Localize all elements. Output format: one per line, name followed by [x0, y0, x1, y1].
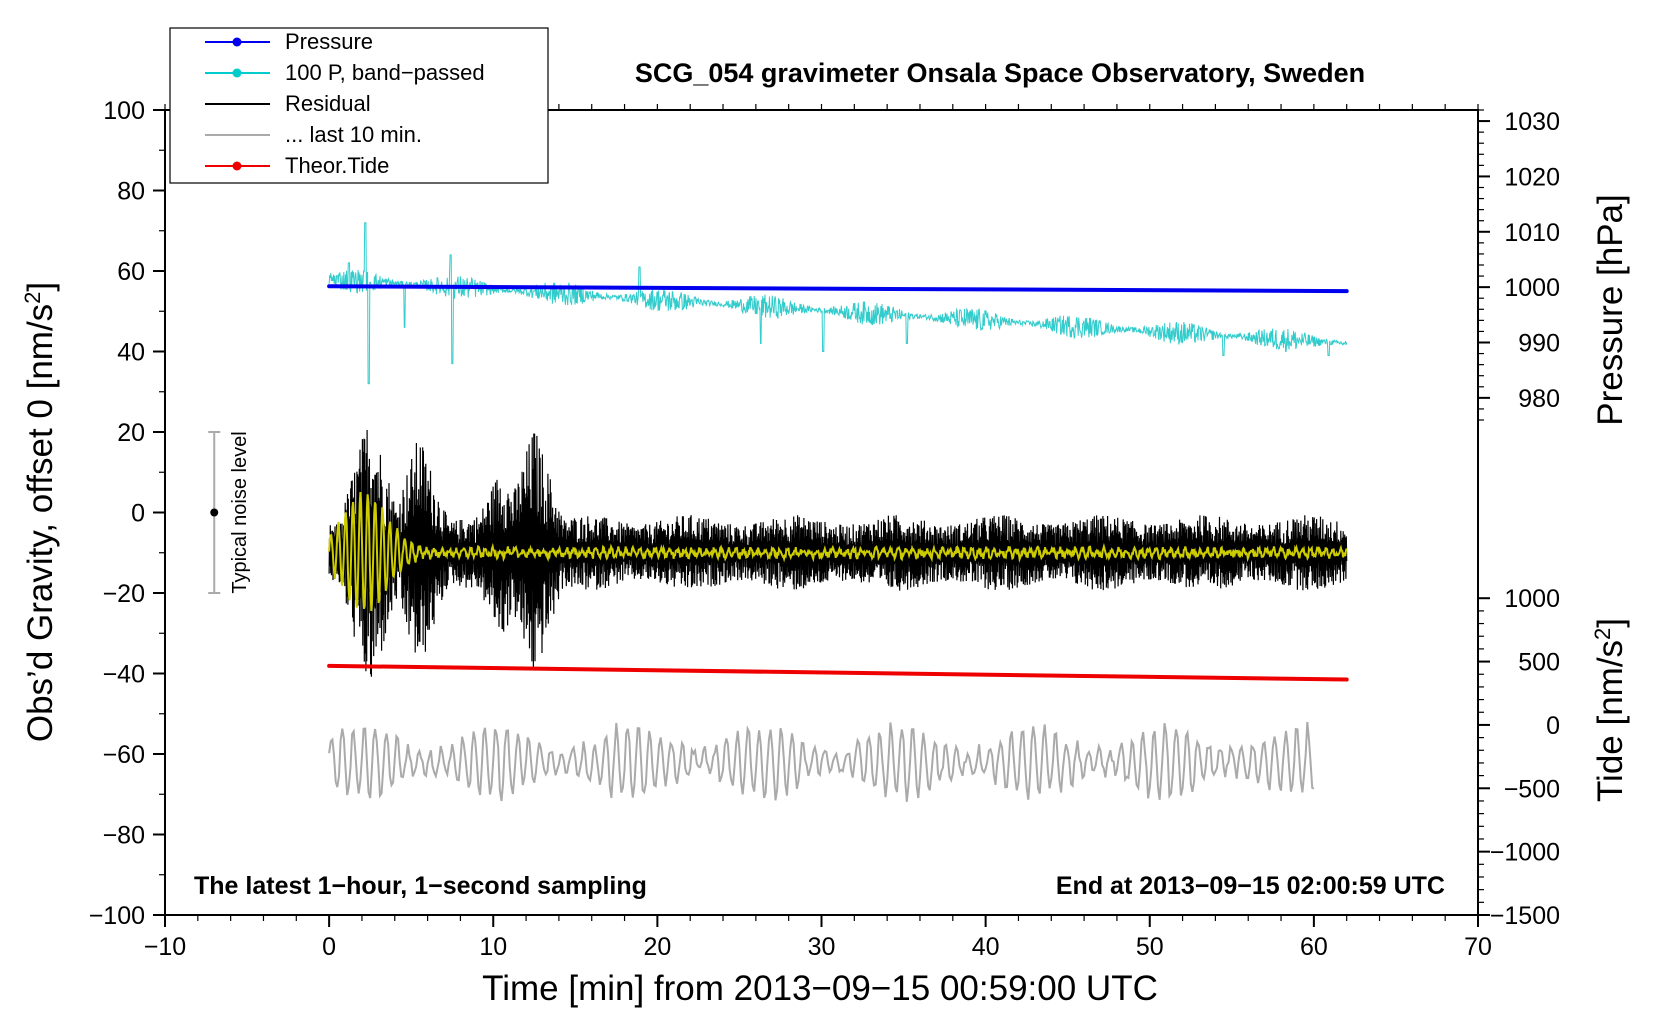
axis-ticks: −10 0 10 20 30 40 50 60 70100806040200−20−40−60−…: [89, 97, 1560, 961]
series-pressure-line: [327, 284, 1349, 294]
y-axis-label-left: Obs’d Gravity, offset 0 [nm/s2]: [20, 282, 60, 742]
y-axis-label-left-close: ]: [21, 282, 60, 292]
tide-tick-label: −500: [1504, 775, 1560, 803]
x-tick-label: 0: [322, 933, 336, 961]
legend-label: Residual: [285, 91, 371, 116]
noise-bar-center-dot: [210, 508, 219, 517]
y-axis-label-pressure: Pressure [hPa]: [1591, 194, 1630, 426]
legend-swatch-marker: [232, 68, 242, 78]
legend: Pressure 100 P, band−passed Residual ... la…: [169, 27, 549, 184]
y-tick-label: −40: [103, 661, 145, 689]
chart-title: SCG_054 gravimeter Onsala Space Observat…: [635, 58, 1365, 88]
y-axis-label-left-sup: 2: [20, 292, 45, 304]
plot-area: [327, 222, 1349, 802]
annotation-sampling: The latest 1−hour, 1−second sampling: [194, 872, 647, 900]
y-tick-label: 20: [117, 419, 145, 447]
y-tick-label: 60: [117, 258, 145, 286]
legend-label: Theor.Tide: [285, 153, 389, 178]
series-pressure-bandpassed-line: [328, 222, 1348, 385]
tide-tick-label: 0: [1546, 712, 1560, 740]
y-axis-label-tide-close: ]: [1591, 618, 1630, 628]
x-tick-label: 50: [1136, 933, 1164, 961]
legend-swatch-marker: [232, 161, 242, 171]
pressure-tick-label: 980: [1518, 385, 1560, 413]
pressure-tick-label: 990: [1518, 330, 1560, 358]
x-tick-label: 10: [479, 933, 507, 961]
y-tick-label: 80: [117, 178, 145, 206]
legend-box: [169, 27, 549, 184]
x-axis-label: Time [min] from 2013−09−15 00:59:00 UTC: [482, 969, 1158, 1008]
pressure-tick-label: 1030: [1504, 108, 1560, 136]
x-tick-label: 70: [1464, 933, 1492, 961]
y-tick-label: 100: [103, 97, 145, 125]
annotation-end-time: End at 2013−09−15 02:00:59 UTC: [1056, 872, 1445, 900]
x-tick-label: 60: [1300, 933, 1328, 961]
y-tick-label: −80: [103, 822, 145, 850]
legend-label: 100 P, band−passed: [285, 60, 485, 85]
y-axis-label-tide: Tide [nm/s2]: [1590, 618, 1630, 802]
y-axis-label-tide-main: Tide [nm/s: [1591, 640, 1630, 802]
series-last-10-min-line: [328, 721, 1315, 802]
noise-level-label: Typical noise level: [229, 431, 251, 593]
noise-level-indicator: Typical noise level: [208, 431, 251, 594]
legend-label: Pressure: [285, 29, 373, 54]
y-tick-label: −60: [103, 741, 145, 769]
y-axis-label-tide-sup: 2: [1590, 628, 1615, 640]
legend-swatch-marker: [232, 37, 242, 47]
pressure-tick-label: 1000: [1504, 274, 1560, 302]
pressure-tick-label: 1010: [1504, 219, 1560, 247]
y-axis-label-left-main: Obs’d Gravity, offset 0 [nm/s: [21, 304, 60, 742]
x-tick-label: 30: [808, 933, 836, 961]
x-tick-label: −10: [144, 933, 186, 961]
y-tick-label: 0: [131, 500, 145, 528]
pressure-tick-label: 1020: [1504, 163, 1560, 191]
y-tick-label: 40: [117, 339, 145, 367]
legend-label: ... last 10 min.: [285, 122, 422, 147]
y-tick-label: −20: [103, 580, 145, 608]
series-tide-line: [327, 663, 1349, 682]
tide-tick-label: −1000: [1490, 839, 1560, 867]
tide-tick-label: 1000: [1504, 585, 1560, 613]
y-tick-label: −100: [89, 902, 145, 930]
series-residual-smoothed-line: [328, 492, 1348, 612]
tide-tick-label: −1500: [1490, 902, 1560, 930]
x-tick-label: 40: [972, 933, 1000, 961]
tide-tick-label: 500: [1518, 649, 1560, 677]
x-tick-label: 20: [643, 933, 671, 961]
